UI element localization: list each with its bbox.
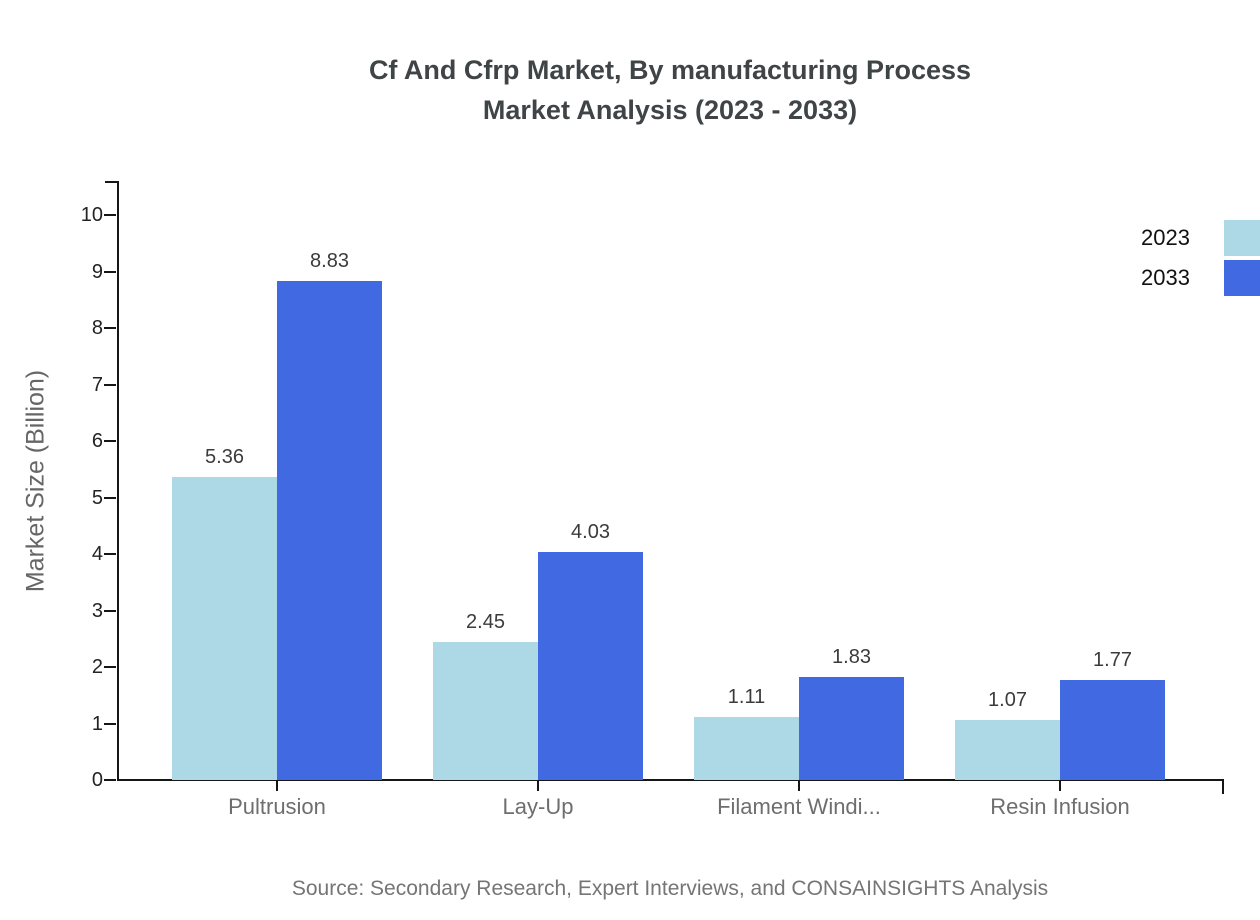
y-tick — [104, 609, 116, 612]
y-tick-label: 5 — [91, 486, 103, 509]
value-label: 1.77 — [1093, 649, 1132, 671]
value-label: 4.03 — [571, 521, 610, 543]
x-tick — [537, 781, 539, 791]
x-category-label: Pultrusion — [228, 794, 326, 819]
y-tick — [104, 496, 116, 499]
y-tick — [104, 779, 116, 781]
y-tick-label: 0 — [91, 769, 103, 791]
value-label: 8.83 — [310, 250, 349, 272]
x-tick — [276, 781, 278, 791]
bar-2033 — [799, 677, 904, 780]
x-axis-end-cap — [1222, 779, 1224, 794]
y-tick — [104, 553, 116, 555]
x-category-label: Resin Infusion — [990, 794, 1130, 819]
y-axis-end-cap — [105, 181, 117, 183]
y-tick-label: 2 — [91, 656, 103, 678]
source-note: Source: Secondary Research, Expert Inter… — [291, 877, 1049, 900]
y-tick-label: 9 — [91, 260, 103, 283]
legend-label: 2023 — [1141, 225, 1190, 250]
legend-label: 2033 — [1141, 265, 1190, 290]
legend-swatch — [1224, 260, 1260, 296]
y-tick-label: 8 — [91, 317, 103, 339]
x-category-label: Filament Windi... — [717, 794, 881, 819]
bar-2033 — [538, 552, 643, 780]
x-tick — [1059, 781, 1061, 791]
y-tick-label: 3 — [91, 599, 103, 622]
chart-title-line2: Market Analysis (2023 - 2033) — [482, 95, 858, 125]
value-label: 1.83 — [832, 646, 871, 668]
value-label: 5.36 — [205, 446, 244, 468]
y-tick — [104, 383, 116, 386]
chart-title: Cf And Cfrp Market, By manufacturing Pro… — [80, 50, 1260, 130]
y-tick — [104, 327, 116, 329]
y-tick — [104, 666, 116, 668]
y-tick — [104, 440, 116, 442]
bar-2033 — [1060, 680, 1165, 780]
chart-title-line1: Cf And Cfrp Market, By manufacturing Pro… — [368, 55, 972, 85]
x-category-label: Lay-Up — [502, 794, 574, 819]
value-label: 1.11 — [727, 686, 766, 708]
y-tick — [104, 722, 116, 725]
bar-2023 — [433, 642, 538, 780]
y-tick-label: 7 — [91, 373, 103, 396]
y-axis-line — [117, 181, 119, 781]
y-tick-label: 10 — [80, 204, 103, 226]
y-tick-label: 1 — [91, 712, 103, 735]
value-label: 1.07 — [988, 689, 1027, 711]
y-tick — [104, 214, 116, 216]
bar-2023 — [955, 720, 1060, 780]
value-label: 2.45 — [466, 611, 505, 633]
y-tick-label: 6 — [91, 430, 103, 452]
y-tick-label: 4 — [91, 543, 103, 565]
bar-2023 — [172, 477, 277, 780]
x-axis-line — [117, 779, 1224, 781]
x-tick — [798, 781, 800, 791]
legend-swatch — [1224, 220, 1260, 256]
y-tick — [104, 270, 116, 273]
bar-2033 — [277, 281, 382, 780]
bar-2023 — [694, 717, 799, 780]
